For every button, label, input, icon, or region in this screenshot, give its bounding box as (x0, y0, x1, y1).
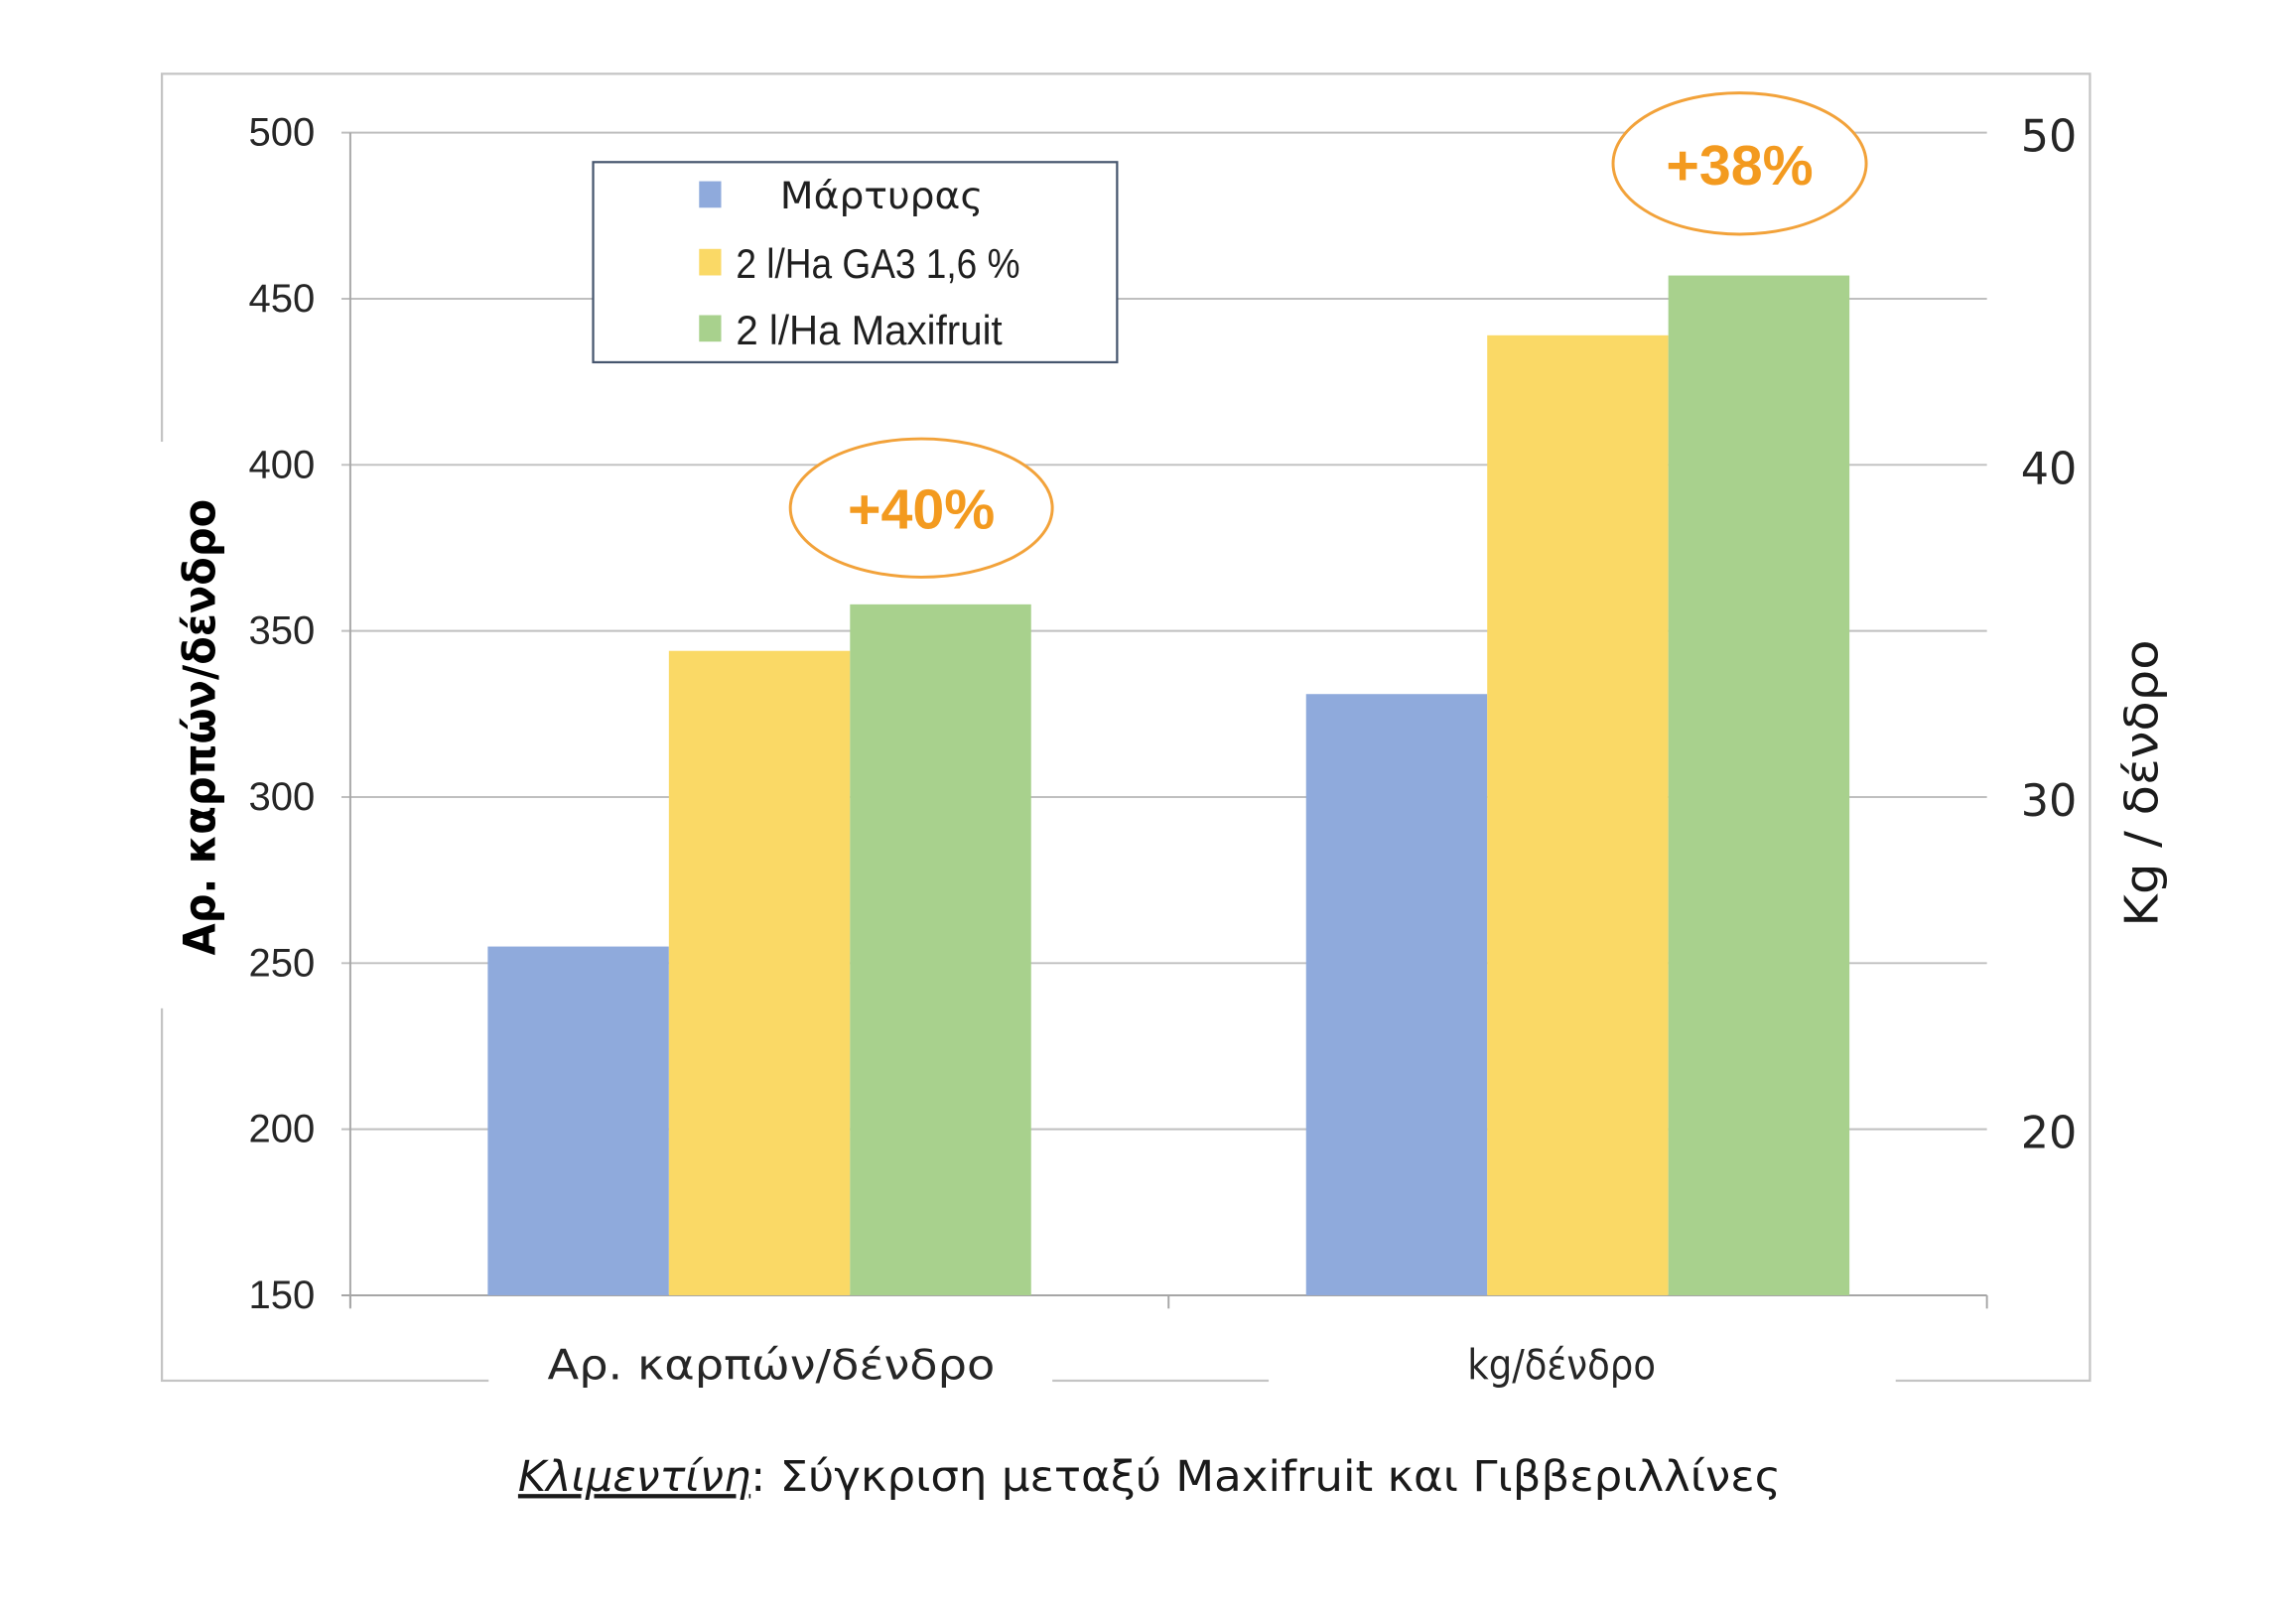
y-left-axis-title: Αρ. καρπών/δένδρο (175, 499, 225, 956)
annotation-ellipse (1611, 91, 1868, 236)
legend-swatch (699, 248, 722, 276)
legend-label: Μάρτυρας (780, 175, 984, 217)
bar-series-1-category-1 (1487, 335, 1669, 1295)
bar-series-0-category-1 (1305, 694, 1488, 1295)
legend: Μάρτυρας 2 l/Ha GA3 1,6 % 2 l/Ha Maxifru… (592, 161, 1119, 364)
y-left-tick-label: 250 (249, 941, 316, 985)
annotation: +40% (788, 437, 1054, 579)
bar-series-0-category-0 (487, 946, 669, 1295)
y-left-tick-label: 400 (249, 443, 316, 486)
caption-emphasis: Κλιμεντίνη (518, 1452, 750, 1502)
legend-swatch (699, 315, 722, 342)
y-left-tick-label: 150 (249, 1274, 316, 1317)
y-left-tick-label: 300 (249, 775, 316, 819)
y-right-axis-title: Kg / δένδρο (2115, 639, 2169, 926)
caption-text: : Σύγκριση μεταξύ Maxifruit και Γιββεριλ… (750, 1452, 1781, 1502)
annotation: +38% (1611, 91, 1868, 236)
y-left-tick-label: 450 (249, 277, 316, 321)
x-category-label: Αρ. καρπών/δένδρο (548, 1340, 996, 1389)
plot-area: 150 200 250 300 350 400 450 500 20 30 40 50 (249, 111, 2078, 1317)
bar-series-1-category-0 (668, 650, 851, 1295)
x-category-label: kg/δένδρο (1467, 1340, 1656, 1389)
legend-box (592, 161, 1119, 364)
annotation-label: +40% (848, 478, 995, 541)
y-right-tick-label: 50 (2021, 112, 2078, 163)
bar-series-2-category-1 (1668, 275, 1850, 1295)
frame-gap-mask (1269, 1366, 1896, 1396)
annotation-ellipse (788, 437, 1054, 579)
y-left-tick-label: 350 (249, 609, 316, 653)
annotation-label: +38% (1666, 134, 1813, 197)
y-right-tick-label: 30 (2021, 776, 2078, 827)
y-left-tick-label: 200 (249, 1108, 316, 1151)
legend-label: 2 l/Ha Maxifruit (736, 307, 1003, 353)
y-left-tick-label: 500 (249, 111, 316, 155)
bar-series-2-category-0 (850, 603, 1031, 1295)
frame-gap-mask (488, 1366, 1053, 1396)
legend-swatch (699, 181, 722, 208)
legend-label: 2 l/Ha GA3 1,6 % (736, 240, 1019, 287)
y-right-tick-label: 40 (2021, 444, 2078, 494)
frame-gap-mask (147, 442, 180, 1008)
y-right-tick-label: 20 (2021, 1109, 2078, 1159)
